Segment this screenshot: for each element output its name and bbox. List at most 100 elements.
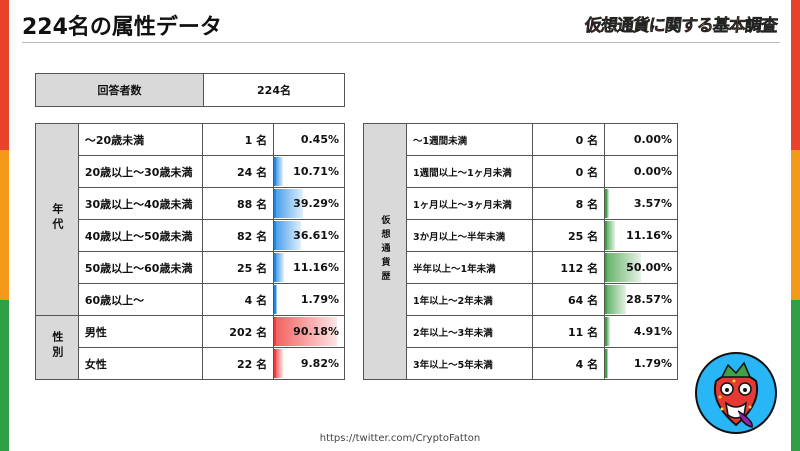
- history-percent-3: 11.16%: [604, 219, 678, 252]
- history-label-4: 半年以上～1年未満: [405, 251, 534, 284]
- history-percent-7: 1.79%: [604, 347, 678, 380]
- age-group-label: 年代: [50, 203, 64, 233]
- history-label-7: 3年以上～5年未満: [405, 347, 534, 380]
- gender-percent-0: 90.18%: [273, 315, 345, 348]
- age-percent-value: 11.16%: [293, 261, 339, 274]
- history-percent-value: 0.00%: [633, 165, 672, 178]
- history-percent-4: 50.00%: [604, 251, 678, 284]
- age-percent-value: 36.61%: [293, 229, 339, 242]
- age-percent-value: 10.71%: [293, 165, 339, 178]
- history-percent-value: 1.79%: [633, 357, 672, 370]
- respondents-value: 224名: [203, 73, 345, 107]
- gender-group-cell: 性別: [35, 315, 79, 380]
- history-percent-value: 0.00%: [633, 133, 672, 146]
- gender-row: 女性 22 名 9.82%: [36, 347, 345, 380]
- respondents-row: 回答者数 224名: [35, 73, 345, 107]
- history-row: 1週間以上～1ヶ月未満 0 名 0.00%: [364, 155, 678, 188]
- age-count-2: 88 名: [202, 187, 275, 220]
- age-percent-5: 1.79%: [273, 283, 345, 316]
- age-percent-bar: [274, 253, 285, 282]
- age-percent-bar: [274, 157, 284, 186]
- history-percent-value: 50.00%: [626, 261, 672, 274]
- history-row: 1年以上～2年未満 64 名 28.57%: [364, 283, 678, 316]
- age-row: 20歳以上～30歳未満 24 名 10.71%: [36, 155, 345, 188]
- age-row: 年代 ～20歳未満 1 名 0.45%: [35, 123, 345, 316]
- age-count-5: 4 名: [202, 283, 275, 316]
- page-title: 224名の属性データ: [22, 15, 222, 40]
- history-row: 半年以上～1年未満 112 名 50.00%: [364, 251, 678, 284]
- age-percent-1: 10.71%: [273, 155, 345, 188]
- history-percent-bar: [605, 189, 610, 218]
- gender-percent-value: 90.18%: [293, 325, 339, 338]
- history-label-3: 3か月以上～半年未満: [405, 219, 534, 252]
- gender-percent-1: 9.82%: [273, 347, 345, 380]
- age-count-1: 24 名: [202, 155, 275, 188]
- title-divider: [22, 42, 780, 43]
- age-percent-3: 36.61%: [273, 219, 345, 252]
- history-percent-0: 0.00%: [604, 123, 678, 156]
- age-percent-value: 1.79%: [300, 293, 339, 306]
- history-row: 3か月以上～半年未満 25 名 11.16%: [364, 219, 678, 252]
- history-percent-bar: [605, 253, 642, 282]
- age-label-0: ～20歳未満: [77, 123, 204, 156]
- history-percent-1: 0.00%: [604, 155, 678, 188]
- age-row: 60歳以上～ 4 名 1.79%: [36, 283, 345, 316]
- history-percent-value: 3.57%: [633, 197, 672, 210]
- age-label-5: 60歳以上～: [77, 283, 204, 316]
- age-count-3: 82 名: [202, 219, 275, 252]
- age-percent-bar: [274, 221, 302, 250]
- gender-percent-bar: [274, 317, 338, 346]
- age-percent-value: 0.45%: [300, 133, 339, 146]
- history-percent-value: 11.16%: [626, 229, 672, 242]
- history-label-0: ～1週間未満: [405, 123, 534, 156]
- right-color-band: [791, 0, 800, 451]
- age-row: 30歳以上～40歳未満 88 名 39.29%: [36, 187, 345, 220]
- age-percent-2: 39.29%: [273, 187, 345, 220]
- history-row: 3年以上～5年未満 4 名 1.79%: [364, 347, 678, 380]
- gender-label-0: 男性: [77, 315, 204, 348]
- history-count-5: 64 名: [532, 283, 606, 316]
- history-row: 1ヶ月以上～3ヶ月未満 8 名 3.57%: [364, 187, 678, 220]
- age-label-4: 50歳以上～60歳未満: [77, 251, 204, 284]
- history-percent-bar: [605, 221, 616, 250]
- history-count-0: 0 名: [532, 123, 606, 156]
- age-count-4: 25 名: [202, 251, 275, 284]
- respondents-table: 回答者数 224名: [35, 73, 345, 107]
- history-percent-bar: [605, 349, 609, 378]
- history-percent-6: 4.91%: [604, 315, 678, 348]
- age-label-2: 30歳以上～40歳未満: [77, 187, 204, 220]
- history-label-1: 1週間以上～1ヶ月未満: [405, 155, 534, 188]
- age-row: 40歳以上～50歳未満 82 名 36.61%: [36, 219, 345, 252]
- history-count-6: 11 名: [532, 315, 606, 348]
- respondents-label: 回答者数: [35, 73, 204, 107]
- history-row: 2年以上～3年未満 11 名 4.91%: [364, 315, 678, 348]
- age-gender-table: 年代 ～20歳未満 1 名 0.45% 20歳以上～30歳未満 24 名 10.71% 30歳…: [35, 123, 345, 380]
- age-count-0: 1 名: [202, 123, 275, 156]
- history-count-3: 25 名: [532, 219, 606, 252]
- history-group-cell: 仮想通貨歴: [363, 123, 407, 380]
- gender-percent-bar: [274, 349, 284, 378]
- left-color-band: [0, 0, 9, 451]
- age-percent-0: 0.45%: [273, 123, 345, 156]
- history-percent-bar: [605, 285, 627, 314]
- age-label-1: 20歳以上～30歳未満: [77, 155, 204, 188]
- gender-group-label: 性別: [50, 331, 64, 361]
- history-percent-2: 3.57%: [604, 187, 678, 220]
- strawberry-mascot-icon: [695, 352, 777, 434]
- history-count-7: 4 名: [532, 347, 606, 380]
- history-row: 仮想通貨歴 ～1週間未満 0 名 0.00%: [363, 123, 678, 380]
- age-label-3: 40歳以上～50歳未満: [77, 219, 204, 252]
- history-label-6: 2年以上～3年未満: [405, 315, 534, 348]
- history-group-label: 仮想通貨歴: [379, 215, 390, 285]
- history-percent-5: 28.57%: [604, 283, 678, 316]
- age-percent-value: 39.29%: [293, 197, 339, 210]
- history-count-2: 8 名: [532, 187, 606, 220]
- history-percent-bar: [605, 317, 611, 346]
- gender-percent-value: 9.82%: [300, 357, 339, 370]
- age-percent-bar: [274, 285, 278, 314]
- brand-logo: 仮想通貨に関する基本調査: [583, 16, 778, 37]
- history-percent-value: 4.91%: [633, 325, 672, 338]
- history-count-1: 0 名: [532, 155, 606, 188]
- history-table: 仮想通貨歴 ～1週間未満 0 名 0.00% 1週間以上～1ヶ月未満 0 名 0.00% 1ヶ…: [363, 123, 678, 380]
- gender-label-1: 女性: [77, 347, 204, 380]
